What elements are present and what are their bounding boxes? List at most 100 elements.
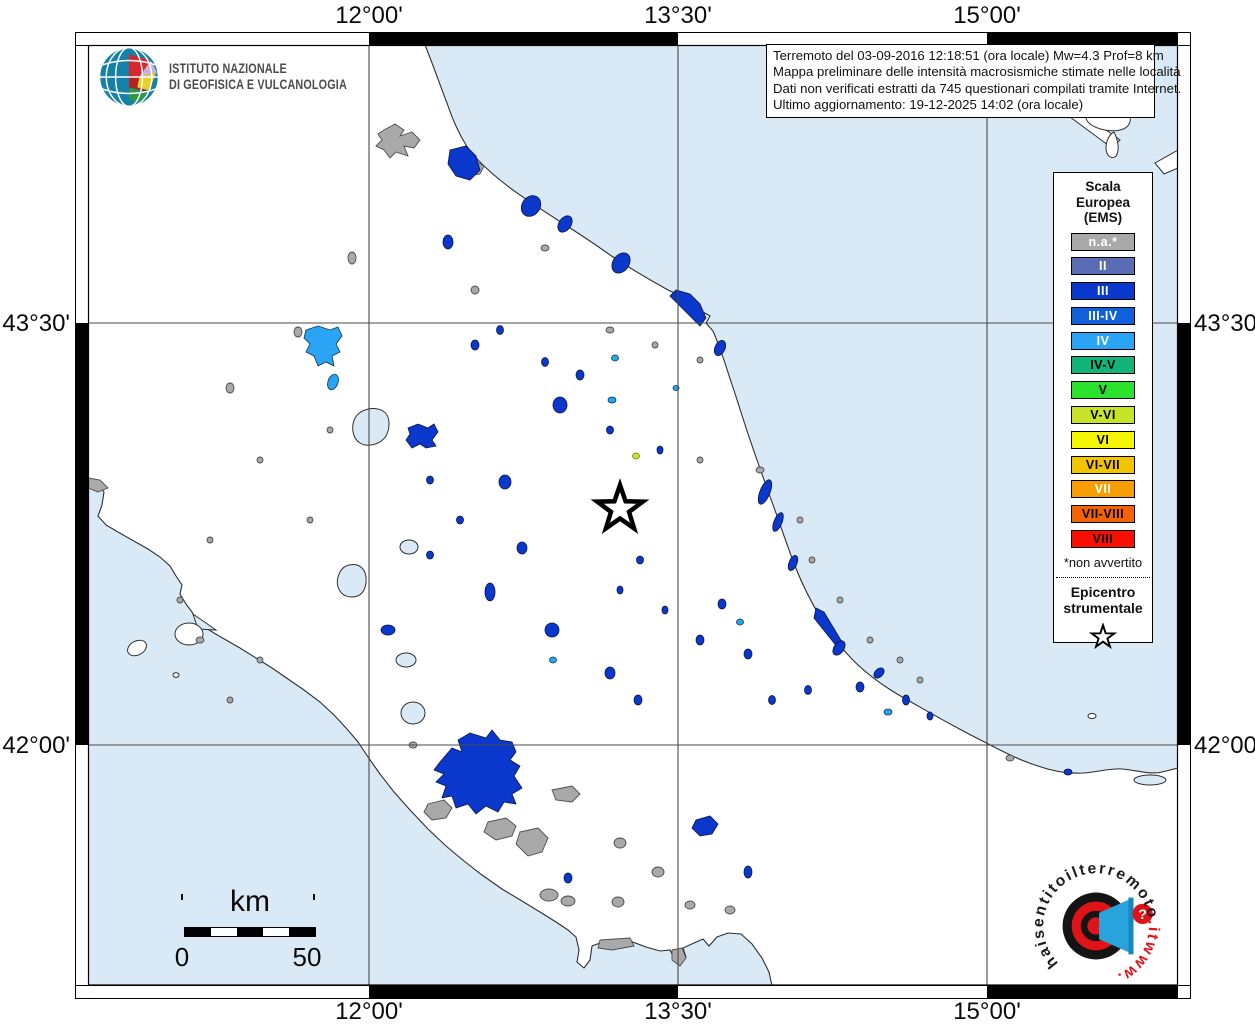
ems-swatch-IIIIV: III-IV	[1071, 306, 1135, 325]
lesina-lagoon	[1133, 774, 1167, 786]
ems-row-VIVII: VI-VII	[1071, 455, 1135, 474]
ems-row-VIII: VIII	[1071, 530, 1135, 549]
ems-swatch-IVV: IV-V	[1071, 356, 1135, 375]
map-frame	[75, 32, 1191, 999]
lon-label-bottom-1330: 13°30'	[644, 998, 712, 1025]
ems-swatch-III: III	[1071, 282, 1135, 301]
lon-label-top-12: 12°00'	[335, 2, 403, 29]
info-line-event: Terremoto del 03-09-2016 12:18:51 (ora l…	[773, 48, 1164, 63]
ems-swatch-VIVII: VI-VII	[1071, 455, 1135, 474]
ems-row-III: III	[1071, 282, 1135, 301]
ems-legend: Scala Europea (EMS) n.a.* II III III-IV IV IV…	[1053, 172, 1153, 649]
earthquake-info-box: Terremoto del 03-09-2016 12:18:51 (ora l…	[766, 44, 1182, 119]
locality-iii	[656, 445, 664, 455]
locality-na	[916, 676, 924, 684]
legend-title: Scala Europea (EMS)	[1054, 179, 1152, 226]
locality-iii	[757, 479, 773, 505]
star-icon	[1088, 622, 1118, 649]
scalebar-bar	[184, 927, 316, 937]
locality-iii	[926, 711, 934, 721]
ems-row-VIIVIII: VII-VIII	[1071, 505, 1135, 524]
locality-na	[836, 596, 844, 604]
map-scalebar: km 0 50	[160, 885, 340, 972]
scalebar-tick-end	[313, 894, 315, 900]
locality-iii	[669, 289, 707, 327]
lake-small	[399, 539, 419, 555]
locality-iii	[616, 585, 624, 595]
ems-swatch-VI: VI	[1071, 430, 1135, 449]
locality-iii	[447, 145, 481, 181]
locality-iii	[442, 234, 454, 250]
epicenter-legend-star	[1054, 622, 1152, 654]
ingv-globe-icon	[98, 46, 160, 108]
watermark-logo-icon: ? haisentitoilterremoto .it www.	[1030, 860, 1160, 987]
croatia-island	[1105, 131, 1119, 159]
locality-na	[540, 244, 550, 252]
locality-na	[684, 900, 696, 910]
epicenter-label-line1: Epicentro	[1070, 583, 1136, 600]
locality-iii	[604, 666, 616, 680]
scalebar-numbers: 0 50	[160, 942, 340, 972]
lake-bolsena	[336, 564, 367, 598]
ems-swatch-VII: VII	[1071, 480, 1135, 499]
locality-na	[225, 382, 235, 394]
locality-iii	[484, 582, 496, 602]
locality-na	[671, 947, 687, 967]
epicenter-legend-label: Epicentro strumentale	[1054, 584, 1152, 617]
legend-title-line3: (EMS)	[1083, 210, 1123, 225]
locality-iv	[549, 656, 557, 664]
ems-swatch-na: n.a.*	[1071, 232, 1135, 251]
locality-iii	[516, 541, 528, 555]
giglio-island	[127, 639, 147, 657]
megaphone-edge	[1128, 897, 1134, 955]
locality-iii	[832, 640, 846, 656]
small-island	[172, 672, 180, 678]
locality-na	[560, 895, 576, 907]
locality-iii	[496, 325, 504, 335]
tyrrhenian-sea	[88, 477, 773, 985]
ems-row-IIIIV: III-IV	[1071, 306, 1135, 325]
info-line-map: Mappa preliminare delle intensità macros…	[773, 64, 1181, 80]
locality-iii	[557, 215, 573, 233]
locality-na	[796, 516, 804, 524]
locality-iii	[611, 252, 631, 274]
locality-na	[306, 516, 314, 524]
locality-na	[755, 466, 765, 474]
epicenter-label-line2: strumentale	[1063, 600, 1143, 617]
locality-na	[651, 866, 665, 878]
locality-iv	[327, 373, 339, 391]
locality-na	[88, 477, 109, 493]
ems-scale-list: n.a.* II III III-IV IV IV-V V V-VI VI VI-VII VII VI…	[1054, 232, 1152, 549]
locality-na	[611, 896, 625, 908]
locality-iii	[717, 598, 727, 610]
scalebar-unit: km	[230, 885, 270, 918]
ems-row-na: n.a.*	[1071, 232, 1135, 251]
ingv-text-line2: DI GEOFISICA E VULCANOLOGIA	[169, 77, 347, 92]
ems-row-VII: VII	[1071, 480, 1135, 499]
locality-iv	[736, 618, 744, 626]
tremiti-island	[1087, 712, 1097, 720]
locality-na	[375, 123, 421, 159]
lake-vico	[395, 652, 417, 668]
locality-na	[613, 837, 627, 849]
locality-iii	[661, 605, 669, 615]
locality-iv	[883, 708, 893, 716]
locality-iii	[713, 340, 727, 356]
info-line-data: Dati non verificati estratti da 745 ques…	[773, 80, 1182, 96]
lat-label-right-42: 42°00'	[1194, 732, 1255, 759]
locality-iii-rome	[433, 729, 523, 815]
ems-row-V: V	[1071, 381, 1135, 400]
lake-bracciano	[400, 701, 426, 725]
ingv-text-line1: ISTITUTO NAZIONALE	[169, 61, 287, 76]
lat-label-left-4330: 43°30'	[2, 310, 70, 337]
lat-label-left-42: 42°00'	[2, 732, 70, 759]
locality-na	[293, 326, 303, 338]
legend-divider	[1056, 576, 1150, 578]
locality-iii	[456, 515, 464, 525]
scalebar-tick-start	[181, 894, 183, 900]
ems-row-IVV: IV-V	[1071, 356, 1135, 375]
locality-na	[515, 827, 549, 857]
lon-label-top-1330: 13°30'	[644, 2, 712, 29]
